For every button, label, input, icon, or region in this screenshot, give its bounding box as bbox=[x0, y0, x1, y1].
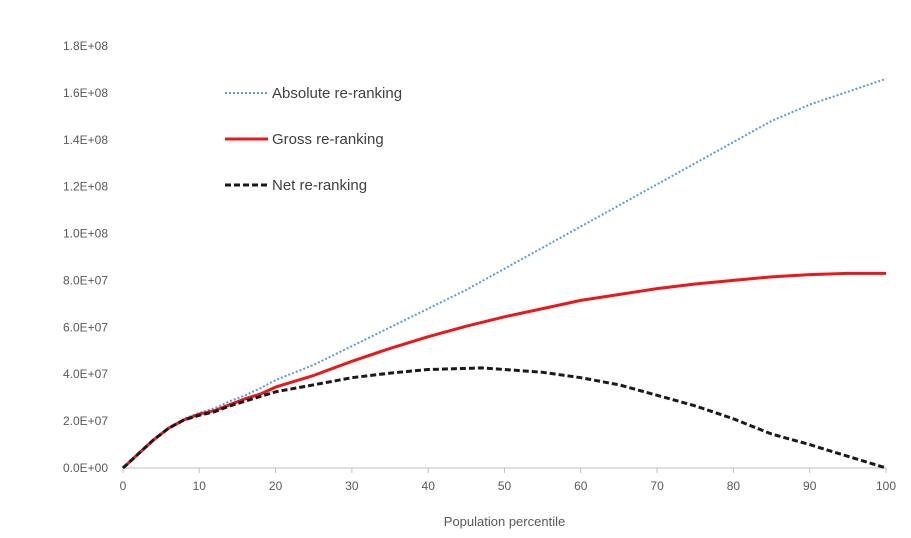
series-layer bbox=[121, 77, 887, 470]
y-tick-label: 6.0E+07 bbox=[63, 320, 108, 334]
x-tick-label: 30 bbox=[345, 479, 359, 493]
series-line-2 bbox=[121, 271, 886, 470]
y-tick-label: 1.0E+08 bbox=[63, 227, 108, 241]
x-tick-label: 90 bbox=[803, 479, 817, 493]
legend: Absolute re-ranking Gross re-ranking Net r… bbox=[225, 85, 402, 194]
y-tick-label: 1.8E+08 bbox=[63, 39, 108, 53]
series-line-1 bbox=[122, 77, 887, 469]
y-tick-label: 1.4E+08 bbox=[63, 133, 108, 147]
legend-label-2: Gross re-ranking bbox=[272, 131, 384, 148]
x-tick-label: 20 bbox=[269, 479, 283, 493]
series-line-3 bbox=[121, 366, 887, 470]
x-tick-label: 70 bbox=[650, 479, 664, 493]
x-tick-label: 100 bbox=[876, 479, 896, 493]
x-tick-label: 50 bbox=[498, 479, 512, 493]
x-tick-label: 80 bbox=[727, 479, 741, 493]
y-tick-label: 2.0E+07 bbox=[63, 414, 108, 428]
legend-label-3: Net re-ranking bbox=[272, 177, 367, 194]
x-axis: 0 10 20 30 40 50 60 70 80 90 100 bbox=[120, 467, 896, 493]
x-axis-title: Population percentile bbox=[444, 514, 565, 529]
y-tick-label: 1.6E+08 bbox=[63, 86, 108, 100]
x-tick-label: 40 bbox=[422, 479, 436, 493]
x-tick-label: 60 bbox=[574, 479, 588, 493]
y-tick-label: 4.0E+07 bbox=[63, 367, 108, 381]
y-tick-label: 0.0E+00 bbox=[63, 461, 108, 475]
y-axis: 0.0E+00 2.0E+07 4.0E+07 6.0E+07 8.0E+07 1.0E+… bbox=[63, 39, 108, 475]
x-tick-label: 0 bbox=[120, 479, 127, 493]
y-tick-label: 1.2E+08 bbox=[63, 180, 108, 194]
legend-label-1: Absolute re-ranking bbox=[272, 85, 402, 102]
y-tick-label: 8.0E+07 bbox=[63, 273, 108, 287]
x-tick-label: 10 bbox=[193, 479, 207, 493]
